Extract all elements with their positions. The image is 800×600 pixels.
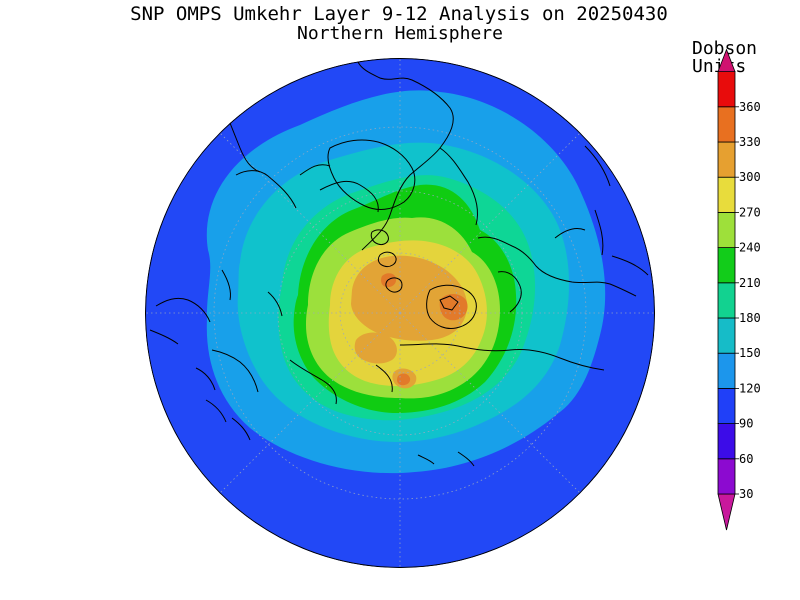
colorbar-triangle-above-max bbox=[717, 48, 736, 72]
colorbar-band bbox=[717, 352, 736, 389]
colorbar-band bbox=[717, 282, 736, 319]
figure-title: SNP OMPS Umkehr Layer 9-12 Analysis on 2… bbox=[0, 4, 800, 44]
colorbar-band bbox=[717, 458, 736, 495]
colorbar-band bbox=[717, 211, 736, 248]
contour-band-300-a bbox=[351, 255, 468, 341]
colorbar-band bbox=[717, 423, 736, 460]
map-disk-border bbox=[145, 58, 655, 568]
map-coastlines bbox=[149, 61, 649, 467]
colorbar-level-label: 210 bbox=[739, 276, 761, 290]
contour-band-300-b bbox=[354, 332, 397, 364]
colorbar-level-label: 270 bbox=[739, 205, 761, 219]
colorbar-level-label: 330 bbox=[739, 135, 761, 149]
colorbar-level-label: 120 bbox=[739, 381, 761, 395]
title-line-2: Northern Hemisphere bbox=[297, 23, 503, 44]
colorbar-band bbox=[717, 71, 736, 108]
colorbar-band bbox=[717, 317, 736, 354]
colorbar-level-label: 180 bbox=[739, 311, 761, 325]
colorbar: 30 60 90 120 150 180 210 240 270 300 330 360 bbox=[717, 48, 761, 531]
colorbar-band bbox=[717, 176, 736, 213]
colorbar-level-label: 300 bbox=[739, 170, 761, 184]
colorbar-level-label: 60 bbox=[739, 452, 753, 466]
map-graticule bbox=[145, 58, 655, 568]
colorbar-triangle-below-min bbox=[717, 493, 736, 531]
title-line-1: SNP OMPS Umkehr Layer 9-12 Analysis on 2… bbox=[130, 3, 668, 25]
colorbar-band bbox=[717, 141, 736, 178]
colorbar-band bbox=[717, 106, 736, 143]
units-line-1: Dobson bbox=[692, 38, 758, 59]
colorbar-level-label: 360 bbox=[739, 100, 761, 114]
colorbar-band bbox=[717, 247, 736, 284]
colorbar-band bbox=[717, 387, 736, 424]
colorbar-level-label: 90 bbox=[739, 417, 753, 431]
polar-map bbox=[145, 58, 655, 568]
colorbar-level-label: 30 bbox=[739, 487, 753, 501]
colorbar-level-label: 240 bbox=[739, 241, 761, 255]
colorbar-level-label: 150 bbox=[739, 346, 761, 360]
